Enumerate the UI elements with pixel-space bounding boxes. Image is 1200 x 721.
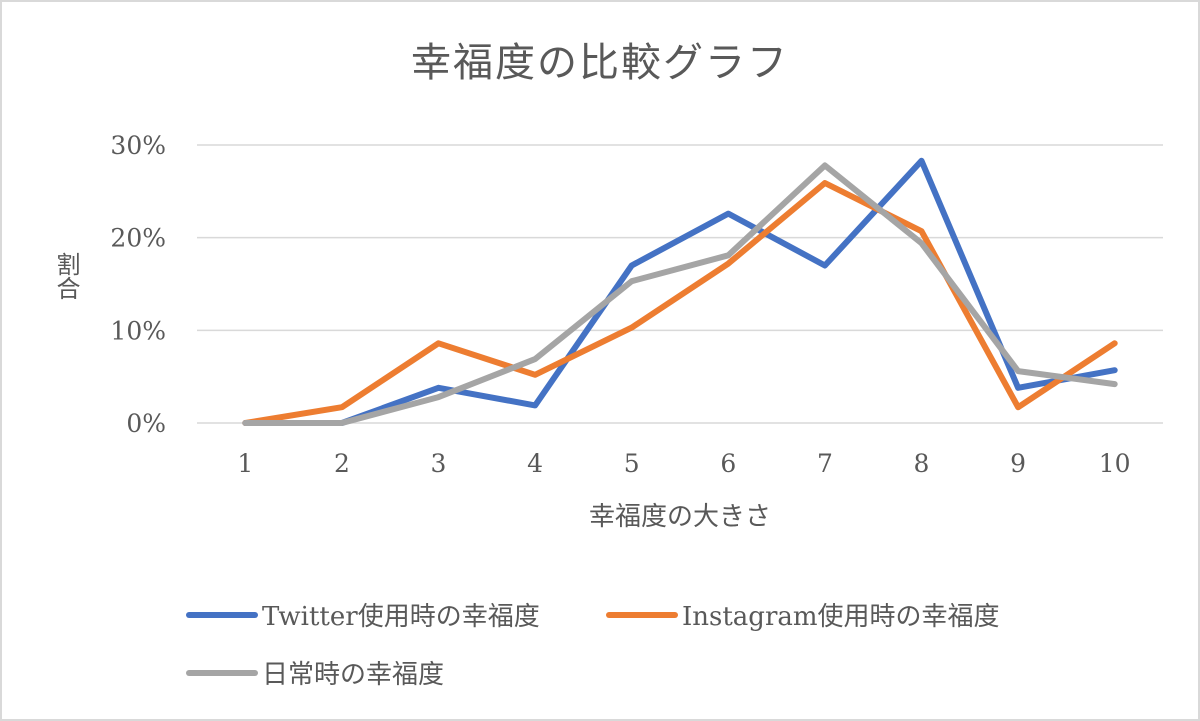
y-tick-label: 10% (110, 316, 166, 345)
x-tick-label: 8 (914, 449, 930, 478)
legend-label-instagram: Instagram使用時の幸福度 (682, 602, 1000, 632)
legend-label-twitter: Twitter使用時の幸福度 (262, 602, 540, 632)
x-tick-label: 10 (1099, 449, 1131, 478)
x-axis-label: 幸福度の大きさ (588, 502, 771, 532)
x-tick-label: 3 (431, 449, 447, 478)
y-tick-label: 30% (110, 131, 166, 160)
x-tick-label: 5 (624, 449, 640, 478)
legend-swatch-instagram (606, 611, 678, 618)
series-line-0 (242, 157, 1118, 426)
x-tick-label: 4 (527, 449, 543, 478)
chart-title: 幸福度の比較グラフ (411, 40, 789, 86)
x-tick-label: 7 (817, 449, 833, 478)
legend-label-daily: 日常時の幸福度 (262, 660, 445, 690)
series-line-2 (242, 162, 1118, 426)
y-tick-label: 20% (110, 224, 166, 253)
y-axis-label: 割合 (52, 252, 80, 300)
legend-swatch-twitter (186, 611, 258, 618)
x-tick-label: 6 (720, 449, 736, 478)
legend-item-instagram: Instagram使用時の幸福度 (606, 596, 1000, 633)
y-tick-label: 0% (126, 409, 166, 438)
x-tick-label: 1 (237, 449, 253, 478)
series-line-1 (242, 180, 1118, 426)
legend-item-daily: 日常時の幸福度 (186, 654, 444, 691)
legend-item-twitter: Twitter使用時の幸福度 (186, 596, 540, 633)
x-tick-label: 9 (1010, 449, 1026, 478)
legend-swatch-daily (186, 669, 258, 676)
x-tick-label: 2 (334, 449, 350, 478)
